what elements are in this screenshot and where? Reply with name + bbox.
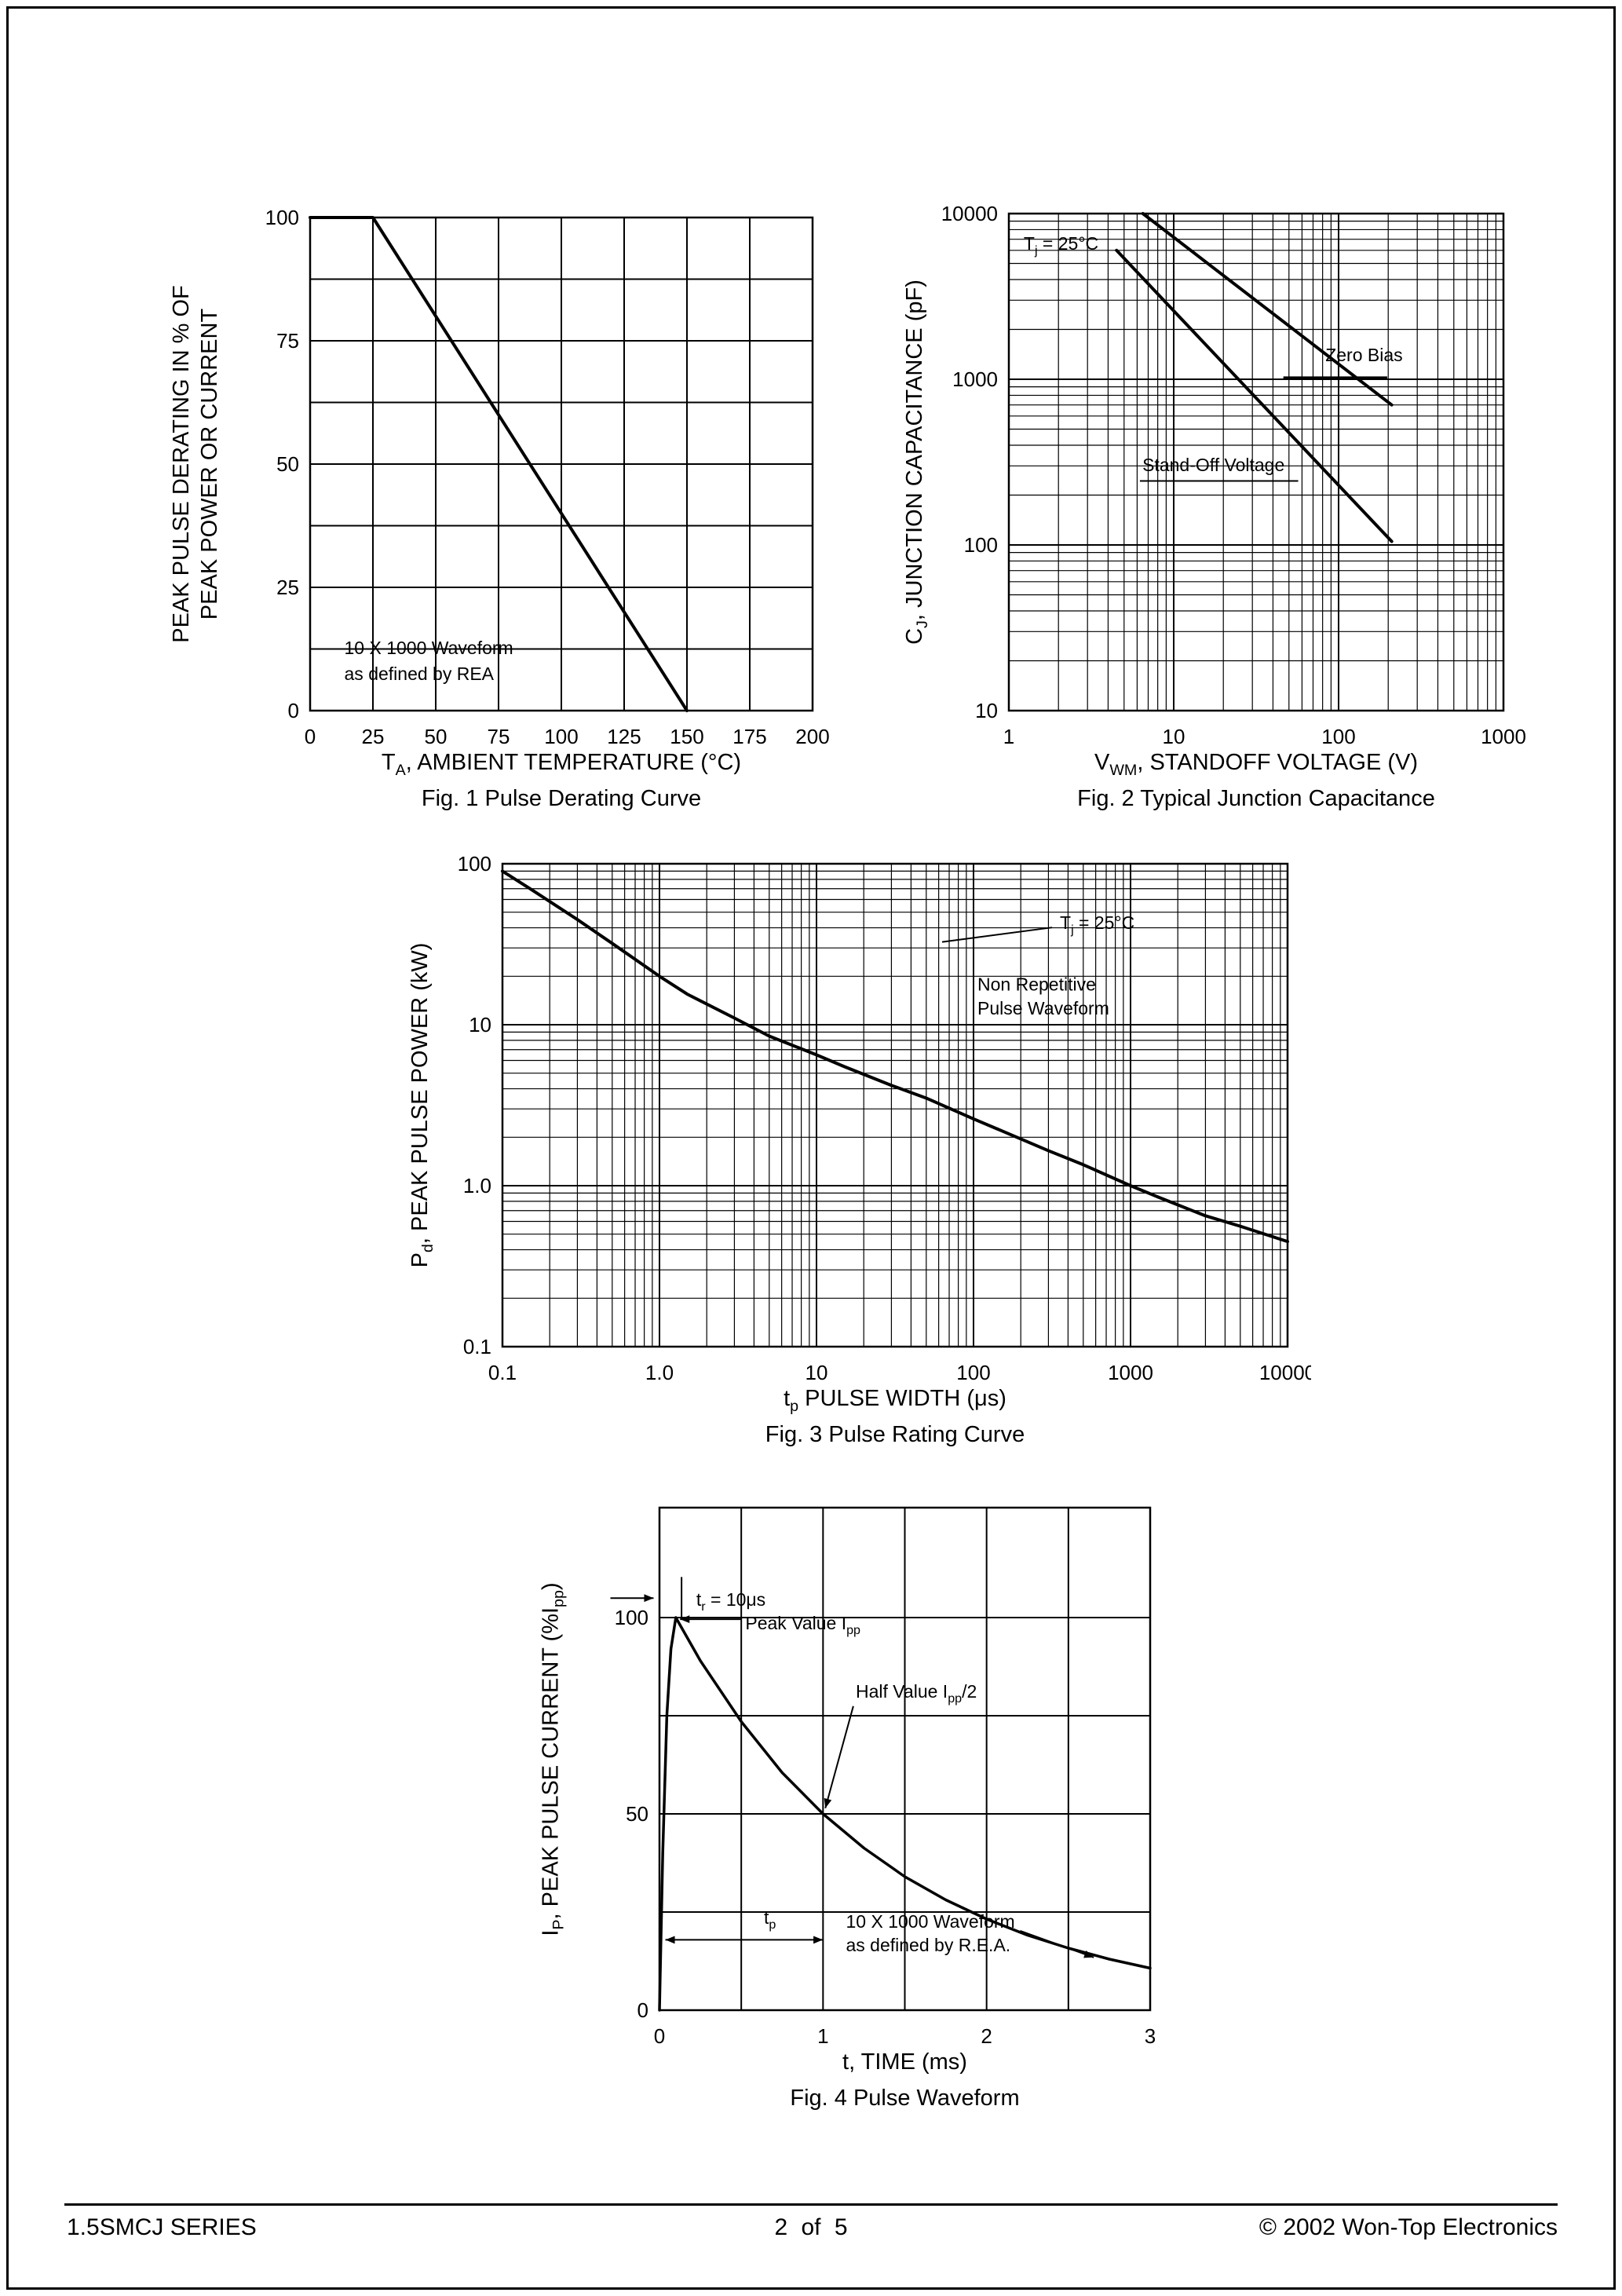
footer-series-name: 1.5SMCJ SERIES bbox=[67, 2214, 257, 2240]
y-tick-label: 1000 bbox=[952, 367, 998, 391]
plot-border bbox=[309, 216, 814, 712]
zero-bias-label: Zero Bias bbox=[1325, 345, 1402, 365]
fig1-plot-area: 0 25 50 75 100 125 150 175 200 0 25 50 75 100 10 X 100… bbox=[265, 206, 830, 748]
x-tick-label: 100 bbox=[1321, 725, 1355, 748]
x-tick-label: 1000 bbox=[1108, 1361, 1153, 1384]
x-tick-label: 10 bbox=[806, 1361, 828, 1384]
x-tick-label: 0.1 bbox=[488, 1361, 517, 1384]
y-tick-label: 100 bbox=[458, 852, 491, 876]
fig4-y-axis-title: IP, PEAK PULSE CURRENT (%Ipp) bbox=[538, 1581, 568, 1936]
x-tick-label: 10000 bbox=[1259, 1361, 1311, 1384]
callout-line bbox=[824, 1706, 854, 1808]
tj-note: Tj = 25°C bbox=[1060, 912, 1134, 937]
fig3-caption: Fig. 3 Pulse Rating Curve bbox=[765, 1422, 1025, 1447]
y-tick-label: 0.1 bbox=[463, 1335, 491, 1358]
arrowhead bbox=[813, 1936, 824, 1944]
x-tick-label: 25 bbox=[362, 725, 385, 748]
x-tick-label: 200 bbox=[795, 725, 829, 748]
zero-bias-curve bbox=[1141, 212, 1394, 407]
x-tick-label: 1.0 bbox=[645, 1361, 674, 1384]
x-tick-label: 75 bbox=[488, 725, 510, 748]
callout-line bbox=[941, 927, 1053, 943]
x-tick-label: 100 bbox=[956, 1361, 990, 1384]
pulse-waveform-curve bbox=[658, 1616, 1152, 2012]
x-tick-label: 2 bbox=[981, 2024, 992, 2048]
waveform-note-line1: 10 X 1000 Waveform bbox=[345, 638, 513, 658]
x-tick-label: 1 bbox=[817, 2024, 828, 2048]
x-tick-label: 3 bbox=[1145, 2024, 1156, 2048]
fig2-caption: Fig. 2 Typical Junction Capacitance bbox=[1077, 786, 1435, 811]
nonrep-line1: Non Repetitive bbox=[977, 974, 1096, 995]
fig1-x-axis-title: TA, AMBIENT TEMPERATURE (°C) bbox=[381, 750, 742, 779]
x-tick-label: 125 bbox=[607, 725, 641, 748]
tr-note: tr = 10μs bbox=[696, 1589, 765, 1614]
footer-copyright: © 2002 Won-Top Electronics bbox=[1259, 2214, 1558, 2240]
plot-border bbox=[658, 1506, 1152, 2012]
plot-border bbox=[501, 862, 1289, 1348]
x-tick-label: 1000 bbox=[1481, 725, 1526, 748]
fig3-x-axis-title: tp PULSE WIDTH (μs) bbox=[784, 1386, 1006, 1415]
fig1-y-axis-title: PEAK PULSE DERATING IN % OF PEAK POWER OR… bbox=[169, 285, 223, 643]
fig4-caption: Fig. 4 Pulse Waveform bbox=[790, 2086, 1020, 2111]
standoff-voltage-curve bbox=[1115, 248, 1394, 543]
rea-note-line1: 10 X 1000 Waveform bbox=[846, 1911, 1015, 1932]
tj-note: Tj = 25°C bbox=[1024, 233, 1098, 258]
x-tick-label: 10 bbox=[1163, 725, 1185, 748]
fig3-y-axis-title: Pd, PEAK PULSE POWER (kW) bbox=[407, 942, 437, 1268]
tp-label: tp bbox=[764, 1907, 776, 1932]
x-tick-label: 0 bbox=[654, 2024, 665, 2048]
standoff-label: Stand-Off Voltage bbox=[1142, 455, 1284, 475]
nonrep-line2: Pulse Waveform bbox=[977, 998, 1109, 1018]
callout-line bbox=[1020, 1929, 1094, 1958]
x-tick-label: 1 bbox=[1003, 725, 1014, 748]
x-tick-label: 0 bbox=[305, 725, 316, 748]
fig3-plot-area: 0.1 1.0 10 100 1000 10000 0.1 1.0 10 100 Tj = 25°C… bbox=[458, 852, 1311, 1384]
y-tick-label: 50 bbox=[626, 1802, 648, 1826]
y-tick-label: 100 bbox=[964, 533, 998, 557]
y-tick-label: 10000 bbox=[941, 202, 998, 225]
y-tick-label: 10 bbox=[469, 1013, 491, 1036]
plot-border bbox=[1007, 212, 1505, 712]
x-tick-label: 150 bbox=[670, 725, 703, 748]
x-tick-label: 50 bbox=[425, 725, 448, 748]
y-tick-label: 10 bbox=[975, 699, 998, 722]
arrowhead bbox=[680, 1615, 690, 1624]
footer-page-number: 2 of 5 bbox=[774, 2214, 848, 2240]
y-tick-label: 0 bbox=[288, 699, 299, 722]
rea-note-line2: as defined by R.E.A. bbox=[846, 1935, 1011, 1955]
y-tick-label: 100 bbox=[615, 1606, 648, 1629]
arrowhead bbox=[824, 1797, 832, 1808]
half-value-label: Half Value Ipp/2 bbox=[856, 1681, 977, 1706]
fig1-caption: Fig. 1 Pulse Derating Curve bbox=[421, 786, 702, 811]
y-tick-label: 100 bbox=[265, 206, 299, 229]
x-tick-label: 175 bbox=[732, 725, 766, 748]
arrowhead bbox=[665, 1936, 675, 1944]
y-tick-label: 0 bbox=[637, 1998, 648, 2022]
fig2-x-axis-title: VWM, STANDOFF VOLTAGE (V) bbox=[1094, 750, 1419, 779]
waveform-note-line2: as defined by REA bbox=[345, 664, 495, 684]
pulse-rating-curve bbox=[501, 869, 1289, 1244]
fig4-x-axis-title: t, TIME (ms) bbox=[842, 2049, 967, 2075]
x-tick-label: 100 bbox=[544, 725, 578, 748]
peak-value-label: Peak Value Ipp bbox=[745, 1613, 860, 1637]
derating-line bbox=[309, 216, 689, 712]
y-tick-label: 75 bbox=[276, 329, 299, 353]
y-tick-label: 1.0 bbox=[463, 1174, 491, 1197]
fig2-y-axis-title: CJ, JUNCTION CAPACITANCE (pF) bbox=[901, 280, 931, 645]
y-tick-label: 50 bbox=[276, 452, 299, 476]
arrowhead bbox=[1083, 1951, 1094, 1958]
arrowhead bbox=[644, 1594, 654, 1603]
footer-divider bbox=[64, 2203, 1558, 2206]
y-tick-label: 25 bbox=[276, 576, 299, 599]
